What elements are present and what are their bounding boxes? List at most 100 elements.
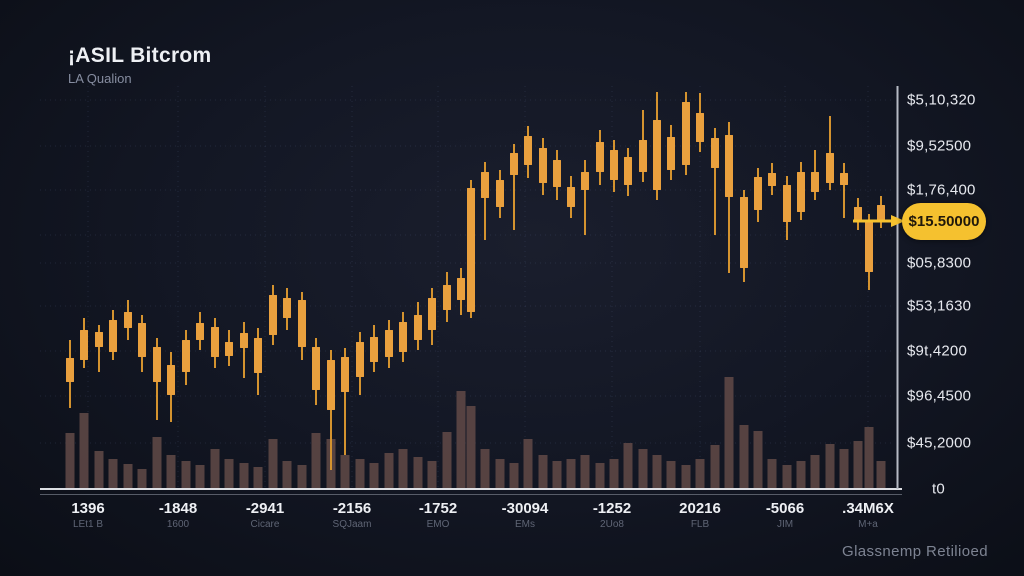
volume-bar	[810, 455, 820, 489]
volume-bar	[638, 449, 648, 489]
time-tick-sublabel: FLB	[690, 519, 710, 530]
volume-bar	[311, 433, 321, 489]
candle-body	[696, 113, 704, 142]
volume-bar	[710, 445, 720, 489]
volume-bar	[210, 449, 220, 489]
candle-body	[254, 338, 262, 373]
volume-bar	[268, 439, 278, 489]
volume-bar	[79, 413, 89, 489]
price-tick-label: $53,1630	[907, 297, 972, 315]
volume-bar	[695, 459, 705, 489]
volume-bar	[427, 461, 437, 489]
candle-body	[283, 298, 291, 318]
candle-body	[298, 300, 306, 347]
volume-bar	[239, 463, 249, 489]
volume-bar	[666, 461, 676, 489]
candle-body	[124, 312, 132, 328]
volume-bar	[195, 465, 205, 489]
volume-bar	[782, 465, 792, 489]
time-tick-sublabel: EMO	[426, 519, 450, 530]
candle-body	[553, 160, 561, 187]
candle-body	[581, 172, 589, 190]
candle-body	[327, 360, 335, 410]
candle-body	[840, 173, 848, 185]
candle-body	[443, 285, 451, 310]
time-tick-value: 20216	[679, 500, 721, 517]
candle-body	[211, 327, 219, 357]
price-tick-label: $1,76,400	[907, 181, 976, 199]
candle-body	[877, 205, 885, 222]
candle-body	[524, 136, 532, 165]
watermark: Glassnemp Retilioed	[842, 543, 988, 560]
candle-body	[725, 135, 733, 197]
time-tick: -1848 1600	[159, 500, 197, 530]
volume-bar	[839, 449, 849, 489]
volume-bar	[739, 425, 749, 489]
candle-body	[428, 298, 436, 330]
candle-body	[865, 222, 873, 272]
time-tick-value: -2941	[245, 500, 285, 517]
candle-body	[80, 330, 88, 360]
volume-bar	[123, 464, 133, 489]
candle-body	[567, 187, 575, 207]
volume-bar	[442, 432, 452, 489]
candle-body	[754, 177, 762, 210]
candle-body	[811, 172, 819, 192]
price-tick-label: $96,4500	[907, 387, 972, 405]
time-tick: -1252 2Uo8	[593, 500, 631, 530]
candle-body	[667, 137, 675, 170]
time-tick-sublabel: SQJaam	[332, 519, 372, 530]
candle-body	[225, 342, 233, 356]
volume-bar	[413, 457, 423, 489]
volume-bar	[466, 406, 476, 489]
candle-body	[854, 207, 862, 220]
volume-bar	[65, 433, 75, 489]
candle-body	[481, 172, 489, 198]
volume-bar	[876, 461, 886, 489]
volume-bar	[595, 463, 605, 489]
time-tick: 1396 LEt1 B	[71, 500, 104, 530]
time-tick-sublabel: Cicare	[250, 519, 280, 530]
candle-body	[385, 330, 393, 357]
price-tick-label: $45,2000	[907, 434, 972, 452]
time-tick-value: -2156	[332, 500, 372, 517]
volume-bar	[355, 459, 365, 489]
candle-body	[783, 185, 791, 222]
time-tick: -5066 JIM	[766, 500, 804, 530]
candle-body	[153, 347, 161, 382]
volume-bar	[724, 377, 734, 489]
volume-bar	[509, 463, 519, 489]
volume-bar	[552, 461, 562, 489]
price-arrow-icon	[891, 215, 905, 227]
volume-bar	[681, 465, 691, 489]
volume-bar	[609, 459, 619, 489]
candle-body	[467, 188, 475, 312]
volume-bar	[108, 459, 118, 489]
candle-body	[196, 323, 204, 340]
candle-body	[682, 102, 690, 165]
time-tick-sublabel: 2Uo8	[600, 519, 624, 530]
volume-bar	[495, 459, 505, 489]
volume-bar	[480, 449, 490, 489]
time-tick: -2941 Cicare	[246, 500, 284, 530]
price-tick-label: $05,8300	[907, 254, 972, 272]
candle-body	[510, 153, 518, 175]
volume-bar	[456, 391, 466, 489]
candle-body	[797, 172, 805, 212]
candle-body	[66, 358, 74, 382]
volume-bar	[224, 459, 234, 489]
last-price-label: $15.50000	[908, 212, 980, 230]
candle-body	[356, 342, 364, 377]
volume-bar	[369, 463, 379, 489]
candle-body	[740, 197, 748, 268]
candle-body	[457, 278, 465, 300]
candle-body	[496, 180, 504, 207]
candle-body	[711, 138, 719, 168]
time-tick: -2156 SQJaam	[333, 500, 372, 530]
volume-bar	[623, 443, 633, 489]
volume-bar	[137, 469, 147, 489]
time-tick-value: -30094	[501, 500, 549, 517]
time-tick: -30094 EMs	[502, 500, 549, 530]
